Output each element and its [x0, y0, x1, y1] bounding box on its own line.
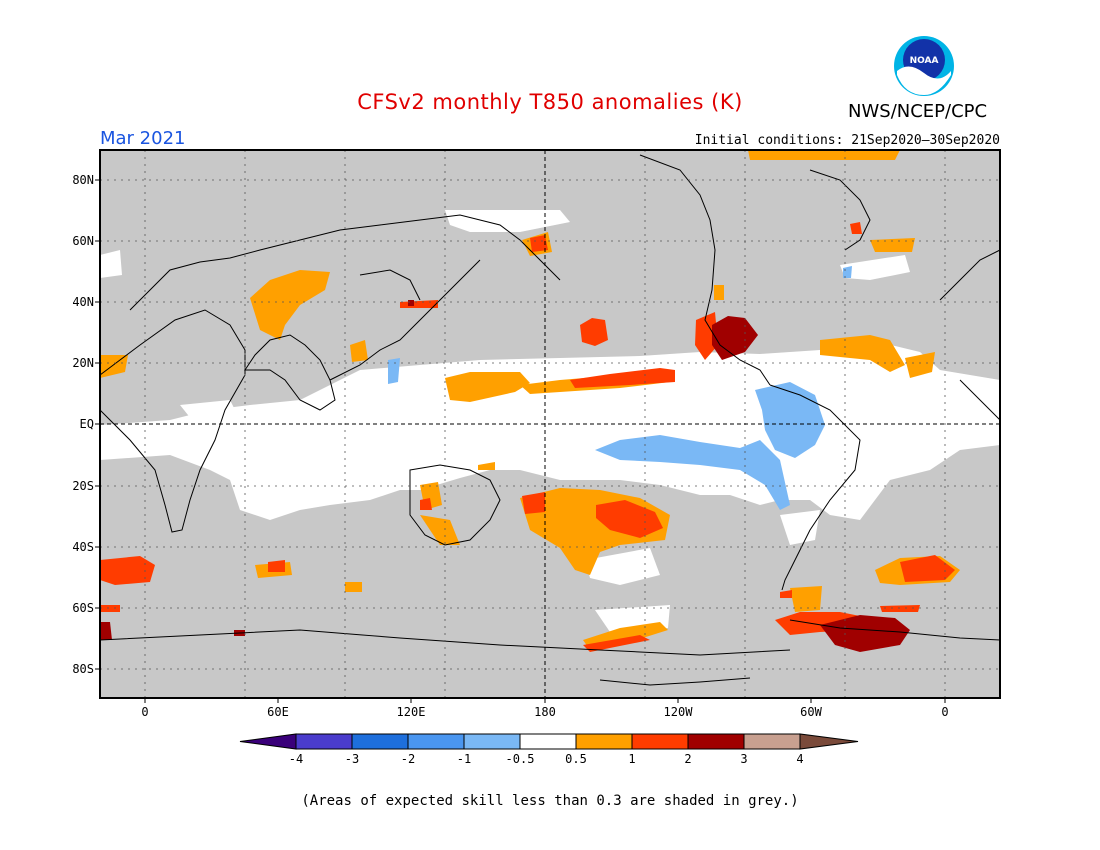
colorbar-label: -2 — [400, 752, 416, 766]
reference-lines — [100, 150, 1000, 698]
colorbar-label: 0.5 — [565, 752, 587, 766]
noaa-logo: NOAA — [894, 36, 954, 96]
warm-anomalies-1-2 — [100, 222, 955, 652]
colorbar-box — [519, 733, 577, 750]
colorbar-label: 4 — [796, 752, 804, 766]
colorbar-box — [463, 733, 521, 750]
initial-conditions: Initial conditions: 21Sep2020–30Sep2020 — [694, 133, 1000, 148]
lat-label-20s: 20S — [72, 479, 94, 493]
lon-label-0-east: 0 — [941, 705, 949, 719]
colorbar-label: 1 — [628, 752, 636, 766]
map-frame — [99, 149, 1001, 699]
colorbar-label: -0.5 — [505, 752, 535, 766]
colorbar-box — [575, 733, 633, 750]
colorbar-label: -3 — [344, 752, 360, 766]
lon-label-120e: 120E — [396, 705, 426, 719]
colorbar-box — [631, 733, 689, 750]
map-title: CFSv2 monthly T850 anomalies (K) — [357, 90, 743, 114]
lon-label-0: 0 — [141, 705, 149, 719]
coastlines — [99, 154, 1001, 686]
colorbar-box — [407, 733, 465, 750]
lon-label-120w: 120W — [663, 705, 693, 719]
valid-month: Mar 2021 — [100, 128, 186, 149]
logo-text: NOAA — [910, 56, 939, 66]
colorbar-label: -1 — [456, 752, 472, 766]
lat-label-60s: 60S — [72, 601, 94, 615]
lat-label-80n: 80N — [72, 173, 94, 187]
lon-label-180: 180 — [534, 705, 556, 719]
lon-label-60e: 60E — [267, 705, 289, 719]
colorbar-box — [687, 733, 745, 750]
cool-anomalies — [388, 266, 852, 510]
colorbar-boxes — [239, 733, 859, 750]
agency-label: NWS/NCEP/CPC — [848, 101, 988, 122]
colorbar-label: 3 — [740, 752, 748, 766]
lat-label-40n: 40N — [72, 295, 94, 309]
colorbar-arrow-low — [239, 733, 297, 750]
skill-footnote: (Areas of expected skill less than 0.3 a… — [301, 793, 799, 809]
colorbar-box — [351, 733, 409, 750]
warm-anomalies-2-3 — [100, 300, 910, 652]
lat-label-20n: 20N — [72, 356, 94, 370]
lat-label-eq: EQ — [79, 417, 94, 431]
lat-label-40s: 40S — [72, 540, 94, 554]
lat-label-60n: 60N — [72, 234, 94, 248]
lon-label-60w: 60W — [800, 705, 822, 719]
colorbar-label: 2 — [684, 752, 692, 766]
colorbar-box — [295, 733, 353, 750]
colorbar-box — [743, 733, 801, 750]
colorbar-label: -4 — [288, 752, 304, 766]
lat-label-80s: 80S — [72, 662, 94, 676]
colorbar-arrow-high — [799, 733, 859, 750]
